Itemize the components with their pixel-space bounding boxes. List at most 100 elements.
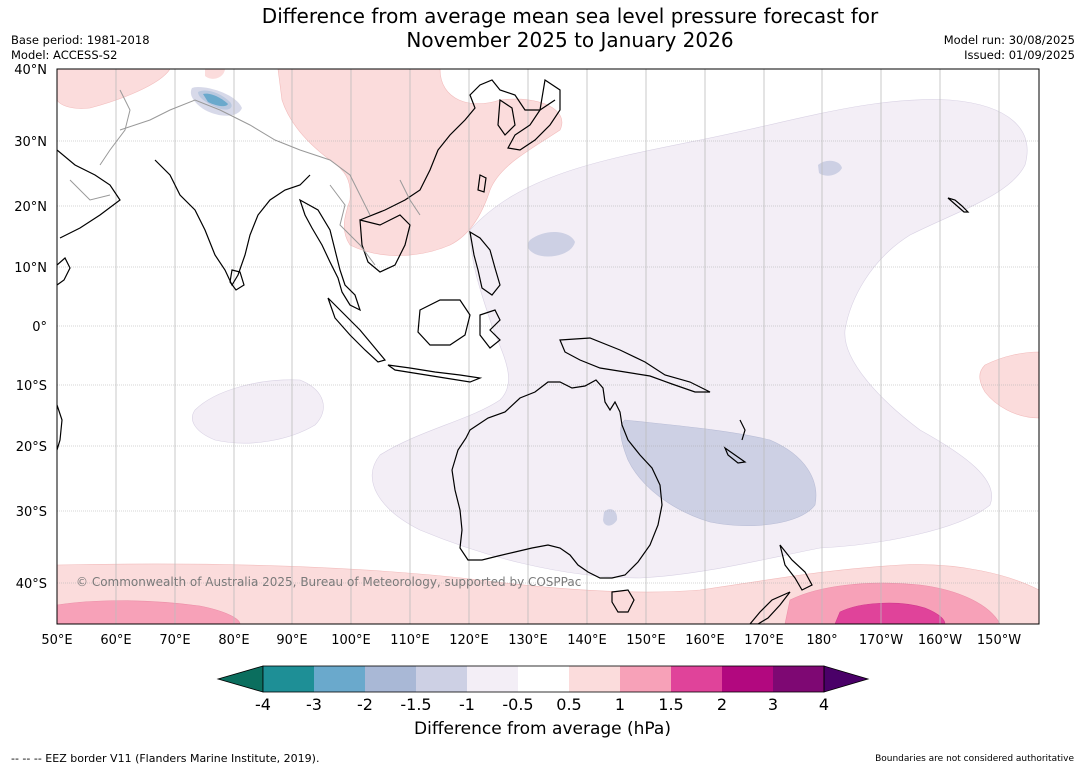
anomaly-region-neg-coral-sea: [620, 419, 817, 526]
lon-label: 50°E: [41, 633, 72, 648]
lat-label: 20°N: [14, 200, 47, 215]
coastline-sulawesi: [479, 309, 501, 349]
lon-label: 110°E: [390, 633, 430, 648]
anomaly-region-neg-philippines: [527, 231, 575, 257]
colorbar-segment: [314, 666, 365, 692]
anomaly-region-neg-indian-ocean: [192, 379, 324, 444]
lat-label: 20°S: [16, 440, 47, 455]
map-frame: [56, 68, 1040, 625]
colorbar-tick-label: -4: [255, 695, 271, 714]
colorbar-tick-label: 0.5: [556, 695, 581, 714]
colorbar-tick-label: -1.5: [400, 695, 431, 714]
colorbar-segment: [518, 666, 569, 692]
base-period: Base period: 1981-2018: [11, 33, 150, 47]
coastline-new-zealand-south: [749, 591, 791, 624]
lon-label: 90°E: [276, 633, 307, 648]
lon-label: 150°W: [977, 633, 1021, 648]
coastline-new-caledonia: [723, 446, 747, 464]
lon-label: 180°: [806, 633, 837, 648]
model-run-date: Model run: 30/08/2025: [943, 33, 1075, 47]
coastline-new-zealand-north: [779, 544, 813, 591]
lon-label: 100°E: [331, 633, 371, 648]
lat-label: 0°: [32, 320, 47, 335]
anomaly-region-neg-pacific: [371, 99, 1028, 579]
model-info: Base period: 1981-2018 Model: ACCESS-S2: [11, 33, 150, 63]
anomaly-region-neg-australia: [603, 509, 618, 526]
anomaly-shading: [57, 69, 1039, 624]
border-central-asia: [99, 89, 131, 166]
lat-label: 30°S: [16, 505, 47, 520]
map-title: Difference from average mean sea level p…: [0, 4, 1085, 52]
colorbar-segment: [722, 666, 773, 692]
eez-legend: -- -- -- EEZ border V11 (Flanders Marine…: [11, 752, 320, 765]
border-indochina: [329, 184, 376, 266]
copyright-notice: © Commonwealth of Australia 2025, Bureau…: [76, 575, 581, 589]
border-west-asia: [69, 179, 111, 201]
anomaly-region-pos-northwest: [57, 69, 171, 109]
coastline-java: [387, 364, 483, 383]
colorbar-segment: [773, 666, 824, 692]
lon-label: 170°E: [744, 633, 784, 648]
colorbar-label: Difference from average (hPa): [414, 719, 671, 739]
lon-label: 120°E: [449, 633, 489, 648]
coastline-philippines: [469, 230, 501, 296]
anomaly-region-neg-north-pacific: [818, 160, 842, 176]
gridlines: [57, 69, 1039, 624]
colorbar-tick-label: 2: [717, 695, 727, 714]
colorbar-segment: [365, 666, 416, 692]
colorbar-segment: [416, 666, 467, 692]
lon-label: 70°E: [159, 633, 190, 648]
coastline-hawaii: [947, 197, 970, 213]
lat-label: 10°S: [16, 379, 47, 394]
coastline-southeast-asia: [298, 198, 362, 312]
lat-label: 40°N: [14, 63, 47, 78]
coastline-japan: [507, 78, 561, 151]
colorbar-max-arrow: [823, 665, 870, 693]
lon-label: 140°E: [567, 633, 607, 648]
run-info: Model run: 30/08/2025 Issued: 01/09/2025: [944, 33, 1075, 63]
coastline-china: [359, 79, 556, 221]
coastline-arabia: [57, 149, 121, 239]
colorbar-tick-label: -2: [357, 695, 373, 714]
lon-label: 60°E: [100, 633, 131, 648]
lat-label: 30°N: [14, 135, 47, 150]
lon-label: 130°E: [508, 633, 548, 648]
colorbar-tick-label: -0.5: [502, 695, 533, 714]
colorbar-tick-label: 3: [768, 695, 778, 714]
longitude-labels: 50°E 60°E 70°E 80°E 90°E 100°E 110°E 120°E 130°E…: [41, 633, 1021, 648]
border-south-asia: [119, 99, 371, 216]
colorbar-segment: [569, 666, 620, 692]
lat-label: 10°N: [14, 261, 47, 276]
colorbar-tick-label: -3: [306, 695, 322, 714]
coastline-korea: [497, 98, 516, 136]
anomaly-region-pos-southern-ocean-core: [834, 602, 946, 624]
coastline-madagascar: [57, 404, 63, 451]
coastline-borneo: [417, 299, 471, 346]
coastline-sri-lanka: [229, 269, 245, 291]
lon-label: 170°W: [859, 633, 903, 648]
latitude-labels: 40°N 30°N 20°N 10°N 0° 10°S 20°S 30°S 40°S: [14, 63, 47, 592]
title-line-2: November 2025 to January 2026: [406, 28, 734, 52]
lat-label: 40°S: [16, 577, 47, 592]
coastline-taiwan: [477, 174, 487, 193]
model-name: Model: ACCESS-S2: [11, 48, 118, 62]
boundary-disclaimer: Boundaries are not considered authoritat…: [875, 754, 1074, 764]
coastline-africa: [57, 257, 71, 286]
coastline-vanuatu: [739, 419, 746, 441]
coastline-india: [154, 159, 311, 287]
colorbar-segment: [263, 666, 314, 692]
issued-date: Issued: 01/09/2025: [964, 48, 1075, 62]
lon-label: 160°W: [918, 633, 962, 648]
colorbar-segment: [671, 666, 722, 692]
colorbar-tick-label: 4: [819, 695, 829, 714]
colorbar-tick-label: 1.5: [658, 695, 683, 714]
coastlines: [57, 78, 970, 624]
colorbar: -4 -3 -2 -1.5 -1 -0.5 0.5 1 1.5 2 3 4: [216, 665, 870, 714]
colorbar-min-arrow: [216, 665, 264, 693]
coastline-australia: [451, 379, 663, 579]
anomaly-region-pos-southern-ocean-west: [57, 600, 241, 624]
coastline-new-guinea: [559, 337, 711, 393]
coastline-indochina: [359, 214, 411, 273]
country-borders: [69, 89, 421, 266]
